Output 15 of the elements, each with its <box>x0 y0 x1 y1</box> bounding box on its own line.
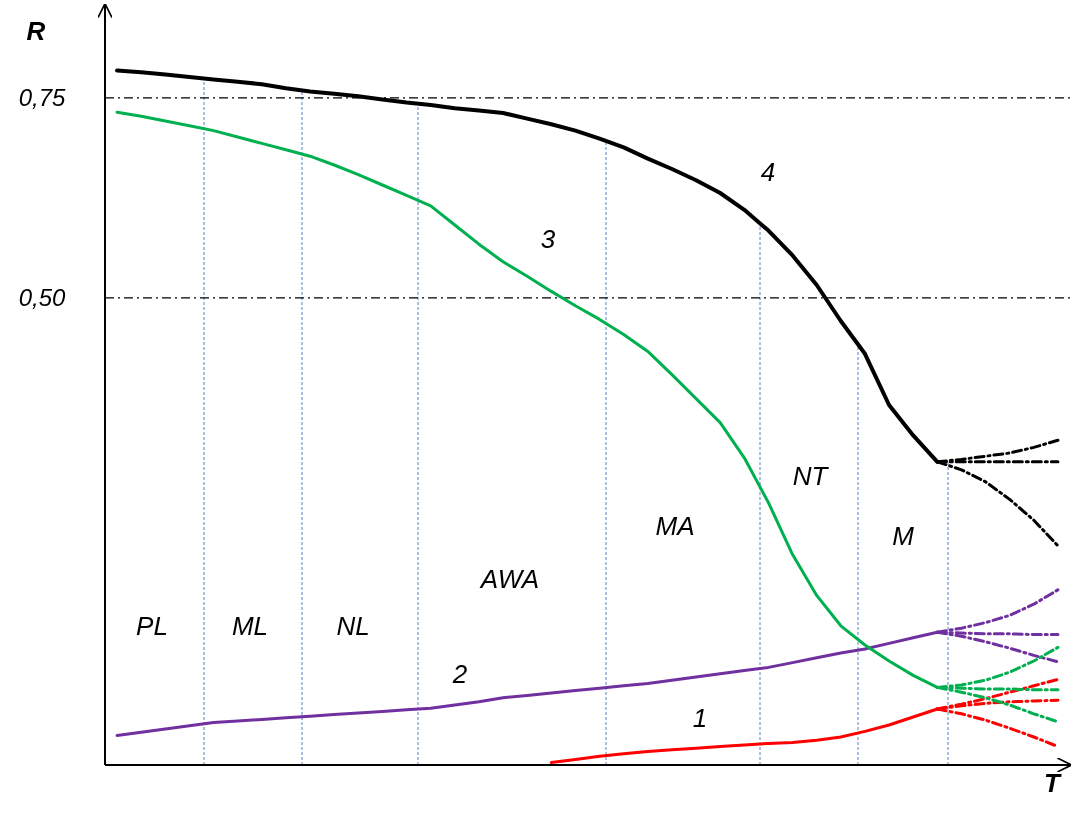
annotation: M <box>892 521 915 551</box>
series-label: 3 <box>540 224 556 254</box>
series-label: 1 <box>692 703 708 733</box>
annotation: NL <box>336 611 370 641</box>
annotation: NT <box>792 461 830 491</box>
series-label: 4 <box>760 157 776 187</box>
series-label: 2 <box>451 659 468 689</box>
annotation: PL <box>136 611 168 641</box>
annotation: AWA <box>478 564 540 594</box>
y-tick-label: 0,50 <box>18 283 66 311</box>
annotation: MA <box>655 511 695 541</box>
y-axis-title: R <box>26 16 46 46</box>
annotation: ML <box>231 611 269 641</box>
y-tick-label: 0,75 <box>18 83 66 111</box>
x-axis-title: T <box>1044 768 1063 798</box>
